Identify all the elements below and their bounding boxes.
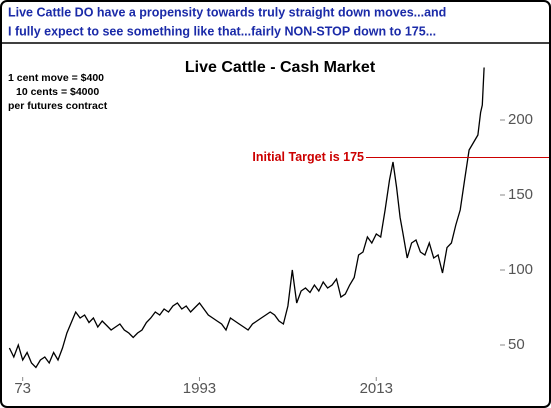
x-tick-label: 1993 xyxy=(183,380,216,397)
price-line xyxy=(8,67,485,369)
header-line: I fully expect to see something like tha… xyxy=(8,24,436,38)
y-tick-label: 100 xyxy=(508,261,533,278)
y-tick-label: 50 xyxy=(508,336,525,353)
target-label: Initial Target is 175 xyxy=(252,150,364,164)
y-tick-label: 150 xyxy=(508,186,533,203)
y-tick-label: 200 xyxy=(508,111,533,128)
header-line: Live Cattle DO have a propensity towards… xyxy=(8,5,446,19)
note: 10 cents = $4000 xyxy=(16,86,99,98)
note: per futures contract xyxy=(8,100,108,112)
x-tick-label: 2013 xyxy=(360,380,393,397)
chart-title: Live Cattle - Cash Market xyxy=(185,59,376,76)
x-tick-label: 73 xyxy=(14,380,31,397)
note: 1 cent move = $400 xyxy=(8,72,104,84)
